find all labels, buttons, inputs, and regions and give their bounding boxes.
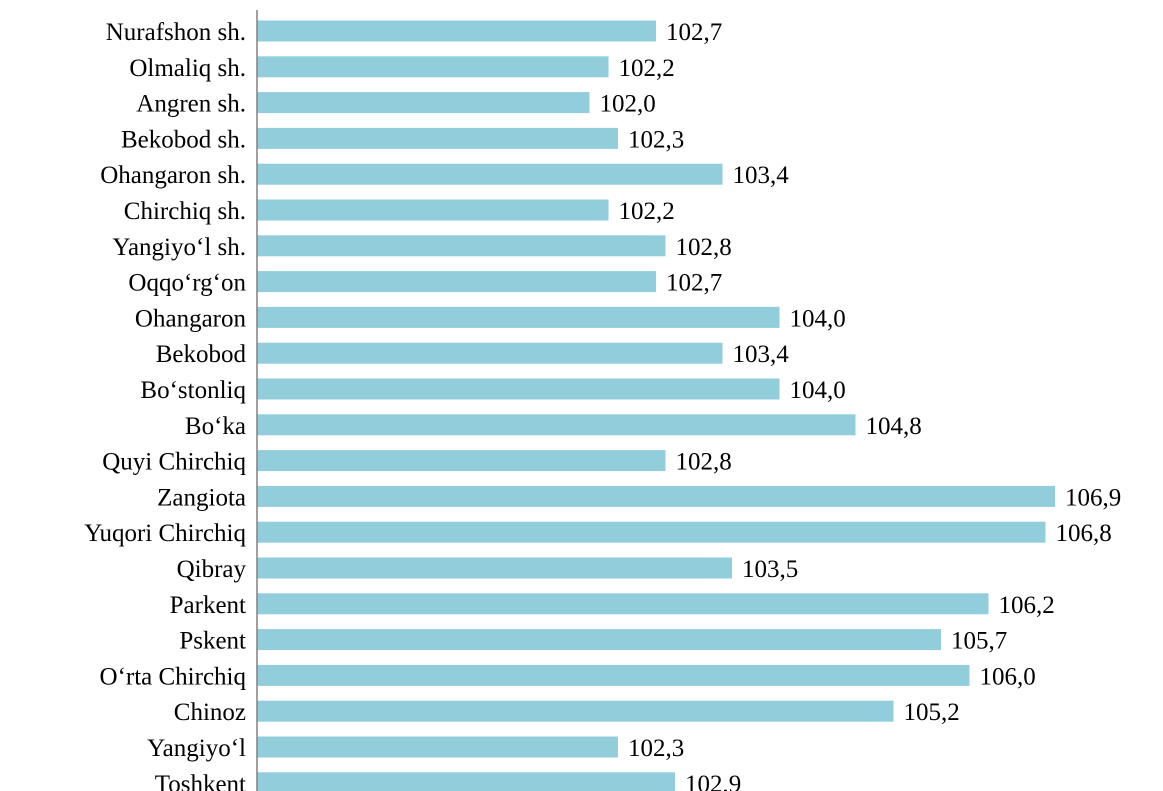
bar (257, 20, 656, 42)
value-labels-group: 102,7102,2102,0102,3103,4102,2102,8102,7… (600, 19, 1122, 791)
bar (257, 378, 780, 400)
category-label: Bo‘ka (185, 413, 246, 440)
category-labels-group: Nurafshon sh. Olmaliq sh. Angren sh. Bekobo… (84, 19, 246, 791)
value-label: 105,7 (951, 628, 1007, 655)
category-label: O‘rta Chirchiq (100, 663, 247, 690)
value-label: 106,8 (1056, 520, 1112, 547)
bar (257, 557, 732, 579)
category-label: Pskent (179, 628, 246, 655)
category-label: Quyi Chirchiq (102, 449, 246, 476)
bar (257, 736, 618, 758)
bar (257, 56, 609, 78)
category-label: Yangiyo‘l (147, 735, 246, 762)
value-label: 104,8 (866, 413, 922, 440)
category-label: Nurafshon sh. (106, 19, 246, 46)
value-label: 106,9 (1065, 484, 1121, 511)
value-label: 102,3 (628, 735, 684, 762)
bar (257, 664, 970, 686)
category-label: Ohangaron (135, 305, 247, 332)
category-label: Chinoz (174, 699, 246, 726)
category-label: Yangiyo‘l sh. (112, 234, 246, 261)
category-label: Bekobod sh. (121, 126, 246, 153)
value-label: 106,0 (980, 663, 1036, 690)
category-label: Angren sh. (136, 91, 246, 118)
bar (257, 92, 590, 114)
value-label: 103,5 (742, 556, 798, 583)
value-label: 102,8 (676, 234, 732, 261)
value-label: 104,0 (790, 305, 846, 332)
category-label: Ohangaron sh. (100, 162, 246, 189)
bar (257, 772, 675, 791)
category-label: Olmaliq sh. (129, 55, 246, 82)
bar (257, 306, 780, 328)
bar (257, 450, 666, 472)
value-label: 102,2 (619, 198, 675, 225)
bar (257, 485, 1055, 507)
bar (257, 414, 856, 436)
value-label: 103,4 (733, 341, 790, 368)
category-label: Toshkent (155, 771, 246, 791)
category-label: Parkent (170, 592, 246, 619)
bar (257, 127, 618, 149)
category-label: Yuqori Chirchiq (84, 520, 246, 547)
value-label: 102,7 (666, 270, 722, 297)
value-label: 102,9 (685, 771, 741, 791)
value-label: 105,2 (904, 699, 960, 726)
bar (257, 521, 1046, 543)
bars-group (257, 20, 1055, 791)
value-label: 102,0 (600, 91, 656, 118)
value-label: 103,4 (733, 162, 790, 189)
value-label: 106,2 (999, 592, 1055, 619)
bar (257, 593, 989, 615)
category-label: Qibray (177, 556, 247, 583)
value-label: 102,3 (628, 126, 684, 153)
value-label: 104,0 (790, 377, 846, 404)
bar (257, 271, 656, 293)
bar (257, 342, 723, 364)
category-label: Bo‘stonliq (140, 377, 246, 404)
category-label: Oqqo‘rg‘on (128, 270, 246, 297)
value-label: 102,8 (676, 449, 732, 476)
bar (257, 629, 941, 651)
category-label: Chirchiq sh. (124, 198, 246, 225)
category-label: Bekobod (156, 341, 247, 368)
bar (257, 700, 894, 722)
bar (257, 235, 666, 257)
value-label: 102,2 (619, 55, 675, 82)
category-label: Zangiota (157, 484, 246, 511)
bar (257, 163, 723, 185)
value-label: 102,7 (666, 19, 722, 46)
bar (257, 199, 609, 221)
